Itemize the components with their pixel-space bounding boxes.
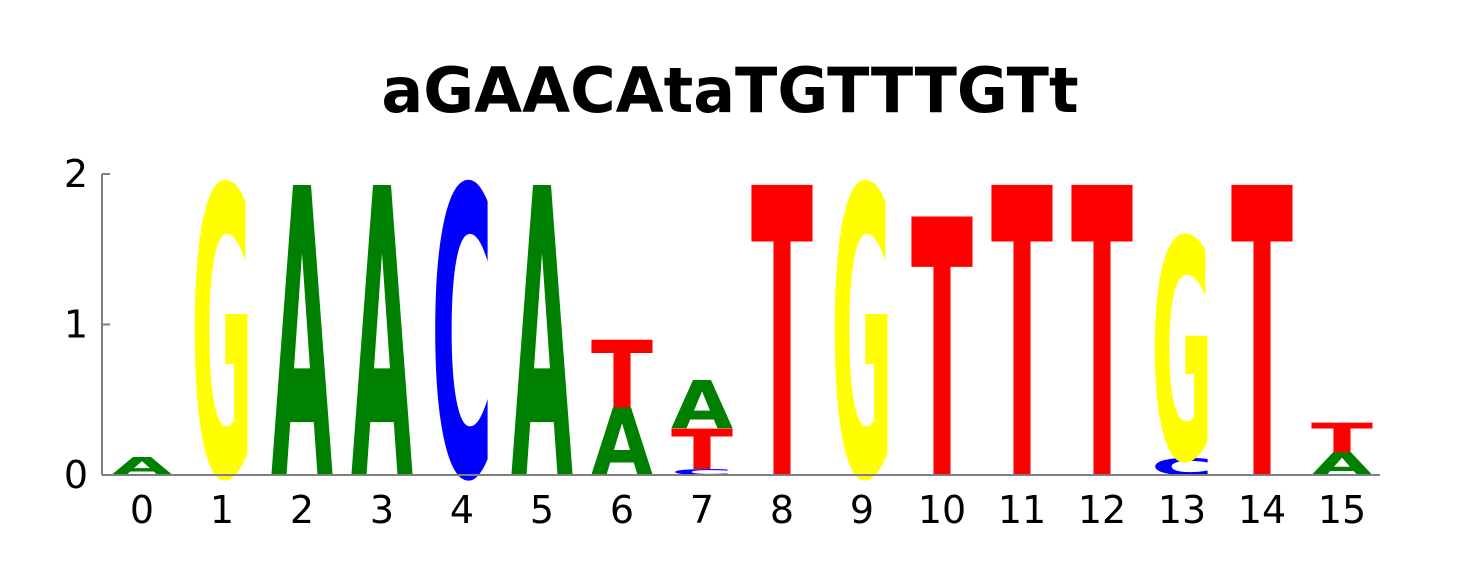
logo-letter-pos6-A: A xyxy=(591,390,653,497)
logo-letter-pos15-T: T xyxy=(1311,414,1373,462)
x-tick-label: 10 xyxy=(918,488,966,532)
logo-letter-pos0-A: A xyxy=(111,452,173,481)
x-tick-label: 7 xyxy=(690,488,714,532)
logo-letter-pos6-T: T xyxy=(591,321,653,429)
y-tick-label: 1 xyxy=(64,303,88,347)
logo-letter-pos4-C: C xyxy=(431,106,493,569)
x-tick-label: 3 xyxy=(370,488,394,532)
y-tick-label: 0 xyxy=(64,453,88,497)
chart-title: aGAACAtaTGTTTGTt xyxy=(381,54,1078,127)
x-tick-label: 1 xyxy=(210,488,234,532)
x-tick-label: 4 xyxy=(450,488,474,532)
logo-letter-pos3-A: A xyxy=(351,106,414,569)
logo-letter-pos13-C: C xyxy=(1151,454,1213,480)
x-tick-label: 12 xyxy=(1078,488,1126,532)
logo-letter-pos7-T: T xyxy=(671,417,733,482)
x-tick-label: 15 xyxy=(1318,488,1366,532)
logo-letter-pos1-G: G xyxy=(191,105,253,569)
logo-letter-pos10-T: T xyxy=(911,148,973,560)
logo-letter-pos12-T: T xyxy=(1071,107,1133,570)
x-tick-label: 13 xyxy=(1158,488,1206,532)
logo-letter-pos14-T: T xyxy=(1231,107,1293,570)
logo-letter-pos11-T: T xyxy=(991,107,1053,570)
logo-letter-pos9-G: G xyxy=(831,105,893,569)
x-tick-label: 9 xyxy=(850,488,874,532)
logo-letter-pos13-G: G xyxy=(1151,179,1213,532)
y-tick-label: 2 xyxy=(64,152,88,196)
x-tick-label: 8 xyxy=(770,488,794,532)
x-tick-label: 11 xyxy=(998,488,1046,532)
logo-letter-pos7-C: C xyxy=(671,467,733,477)
x-tick-label: 5 xyxy=(530,488,554,532)
logo-letter-pos5-A: A xyxy=(511,106,574,569)
x-tick-label: 2 xyxy=(290,488,314,532)
x-tick-label: 0 xyxy=(130,488,154,532)
logo-letter-pos8-T: T xyxy=(751,107,813,570)
logo-letter-pos7-A: A xyxy=(671,368,733,444)
logo-letter-pos2-A: A xyxy=(271,106,334,569)
x-tick-label: 14 xyxy=(1238,488,1286,532)
logo-letter-pos15-A: A xyxy=(1311,447,1373,483)
x-tick-label: 6 xyxy=(610,488,634,532)
